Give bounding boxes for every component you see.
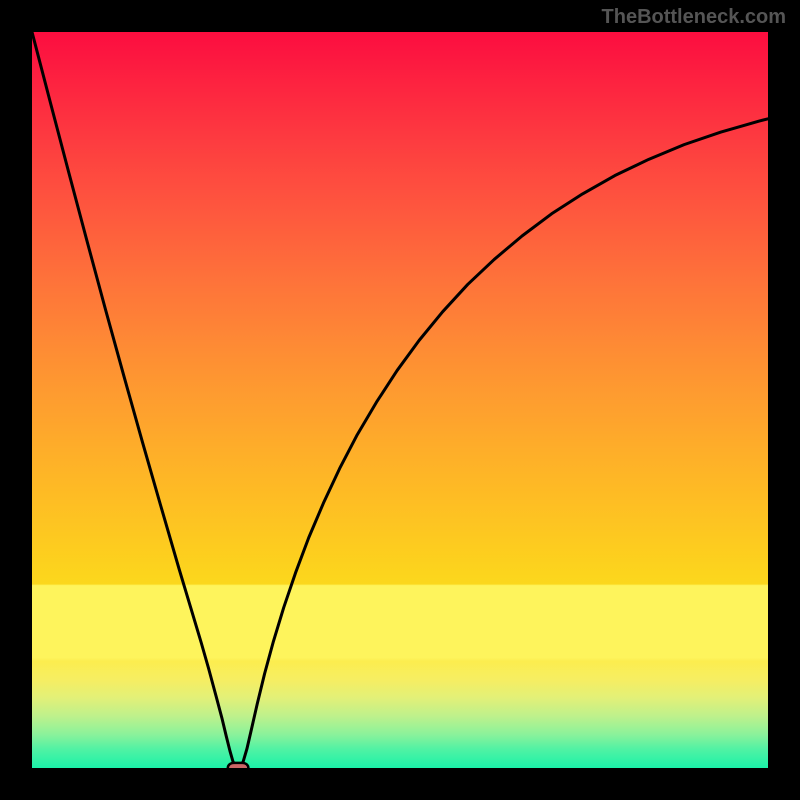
chart-container: TheBottleneck.com	[0, 0, 800, 800]
optimal-point-marker	[228, 763, 249, 768]
plot-svg	[32, 32, 768, 768]
gradient-background	[32, 32, 768, 768]
plot-area	[32, 32, 768, 768]
watermark-text: TheBottleneck.com	[602, 6, 786, 29]
